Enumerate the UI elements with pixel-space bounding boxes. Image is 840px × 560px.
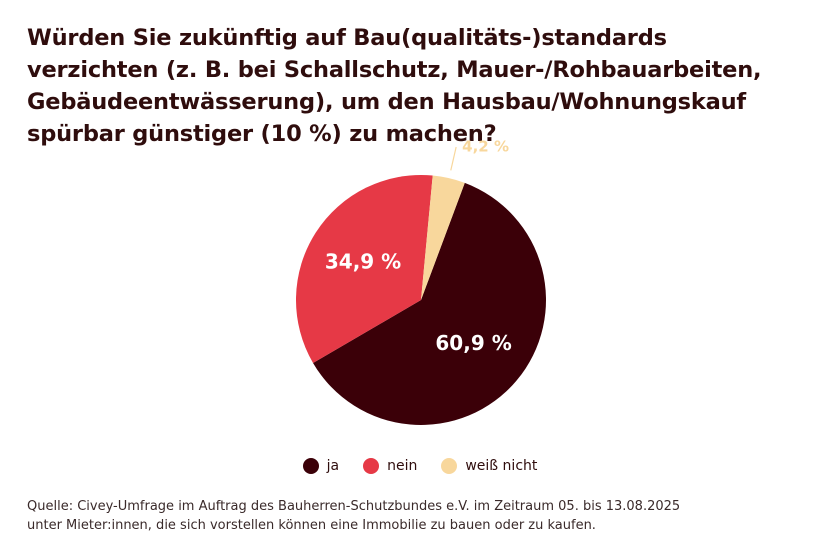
legend-swatch-ja: [302, 458, 319, 474]
legend-item-ja: ja: [302, 458, 340, 474]
pie-slice-nein: [296, 175, 433, 363]
source-line: unter Mieter:innen, die sich vorstellen …: [27, 518, 596, 533]
title-line: spürbar günstiger (10 %) zu machen?: [27, 121, 497, 147]
source-line: Quelle: Civey-Umfrage im Auftrag des Bau…: [27, 499, 681, 514]
leader-line-weiss-nicht: [450, 146, 457, 171]
legend-swatch-weiss-nicht: [441, 458, 458, 474]
legend-label-weiss-nicht: weiß nicht: [465, 458, 538, 474]
legend-label-ja: ja: [326, 458, 340, 474]
pie-slice-ja: [313, 182, 547, 426]
legend-label-nein: nein: [387, 458, 418, 474]
title-line: verzichten (z. B. bei Schallschutz, Maue…: [27, 57, 762, 83]
data-label-ja: 60,9 %: [435, 331, 511, 355]
pie-chart: 60,9 % 34,9 % 4,2 %: [296, 137, 547, 426]
pie-slice-weiss-nicht: [421, 175, 465, 300]
data-label-weiss-nicht: 4,2 %: [462, 137, 509, 155]
title-line: Gebäudeentwässerung), um den Hausbau/Woh…: [27, 89, 747, 115]
data-label-nein: 34,9 %: [325, 249, 401, 273]
legend: ja nein weiß nicht: [0, 458, 840, 474]
legend-item-nein: nein: [363, 458, 417, 474]
legend-swatch-nein: [363, 458, 380, 474]
source-note: Quelle: Civey-Umfrage im Auftrag des Bau…: [27, 497, 827, 535]
legend-item-weiss-nicht: weiß nicht: [441, 458, 537, 474]
title-line: Würden Sie zukünftig auf Bau(qualitäts-)…: [27, 25, 667, 51]
chart-title: Würden Sie zukünftig auf Bau(qualitäts-)…: [27, 22, 827, 150]
